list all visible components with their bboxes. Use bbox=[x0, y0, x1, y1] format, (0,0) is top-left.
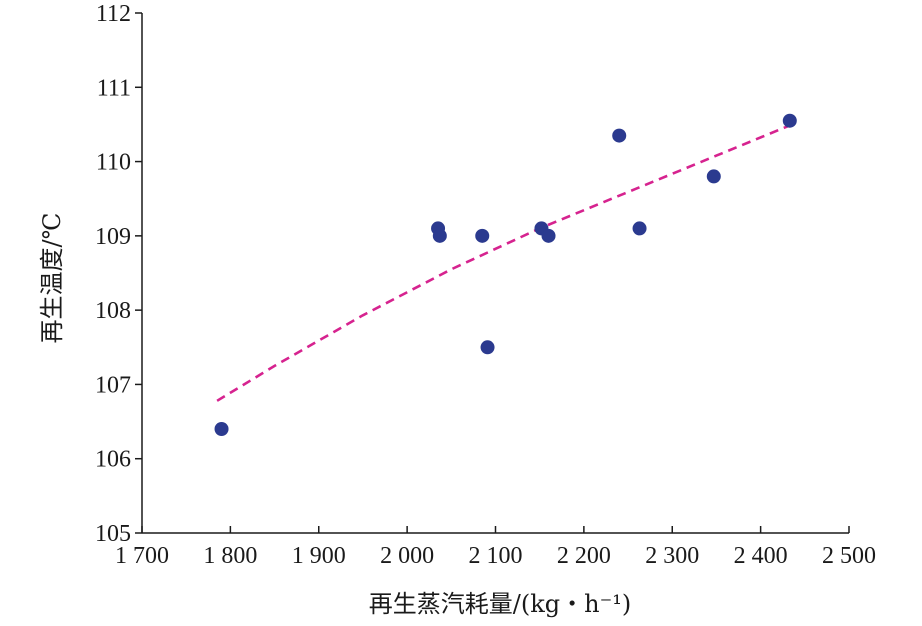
x-tick-label: 2 200 bbox=[557, 543, 611, 569]
y-tick-label: 108 bbox=[95, 298, 131, 324]
y-tick-label: 110 bbox=[96, 150, 131, 176]
axes: 105 106 107 108 109 110 111 112 1 700 1 800 1 900… bbox=[95, 1, 876, 569]
data-point bbox=[475, 228, 490, 243]
data-point bbox=[612, 128, 627, 143]
plot-area bbox=[214, 113, 797, 436]
trend-line bbox=[216, 121, 797, 402]
x-tick-label: 1 900 bbox=[292, 543, 346, 569]
data-point bbox=[432, 228, 447, 243]
x-tick-label: 2 300 bbox=[645, 543, 699, 569]
x-tick-label: 2 500 bbox=[822, 543, 876, 569]
data-point bbox=[782, 113, 797, 128]
data-point bbox=[214, 422, 229, 436]
y-tick-label: 112 bbox=[96, 1, 131, 27]
y-axis-title: 再生温度/℃ bbox=[38, 213, 66, 344]
y-tick-label: 105 bbox=[95, 521, 131, 547]
data-point bbox=[541, 228, 556, 243]
y-tick-label: 107 bbox=[95, 372, 131, 398]
x-axis-title: 再生蒸汽耗量/(kg・h⁻¹) bbox=[369, 590, 631, 618]
y-tick-label: 109 bbox=[95, 224, 131, 250]
data-point bbox=[480, 340, 495, 355]
x-ticks: 1 700 1 800 1 900 2 000 2 100 2 200 2 300 2 400… bbox=[115, 526, 876, 569]
x-tick-label: 2 000 bbox=[380, 543, 434, 569]
x-tick-label: 2 100 bbox=[469, 543, 523, 569]
y-ticks: 105 106 107 108 109 110 111 112 bbox=[95, 1, 142, 547]
data-point bbox=[632, 221, 647, 236]
y-tick-label: 111 bbox=[97, 75, 131, 101]
x-tick-label: 1 800 bbox=[203, 543, 257, 569]
x-tick-label: 1 700 bbox=[115, 543, 169, 569]
data-point bbox=[706, 169, 721, 184]
x-tick-label: 2 400 bbox=[734, 543, 788, 569]
y-tick-label: 106 bbox=[95, 447, 131, 473]
